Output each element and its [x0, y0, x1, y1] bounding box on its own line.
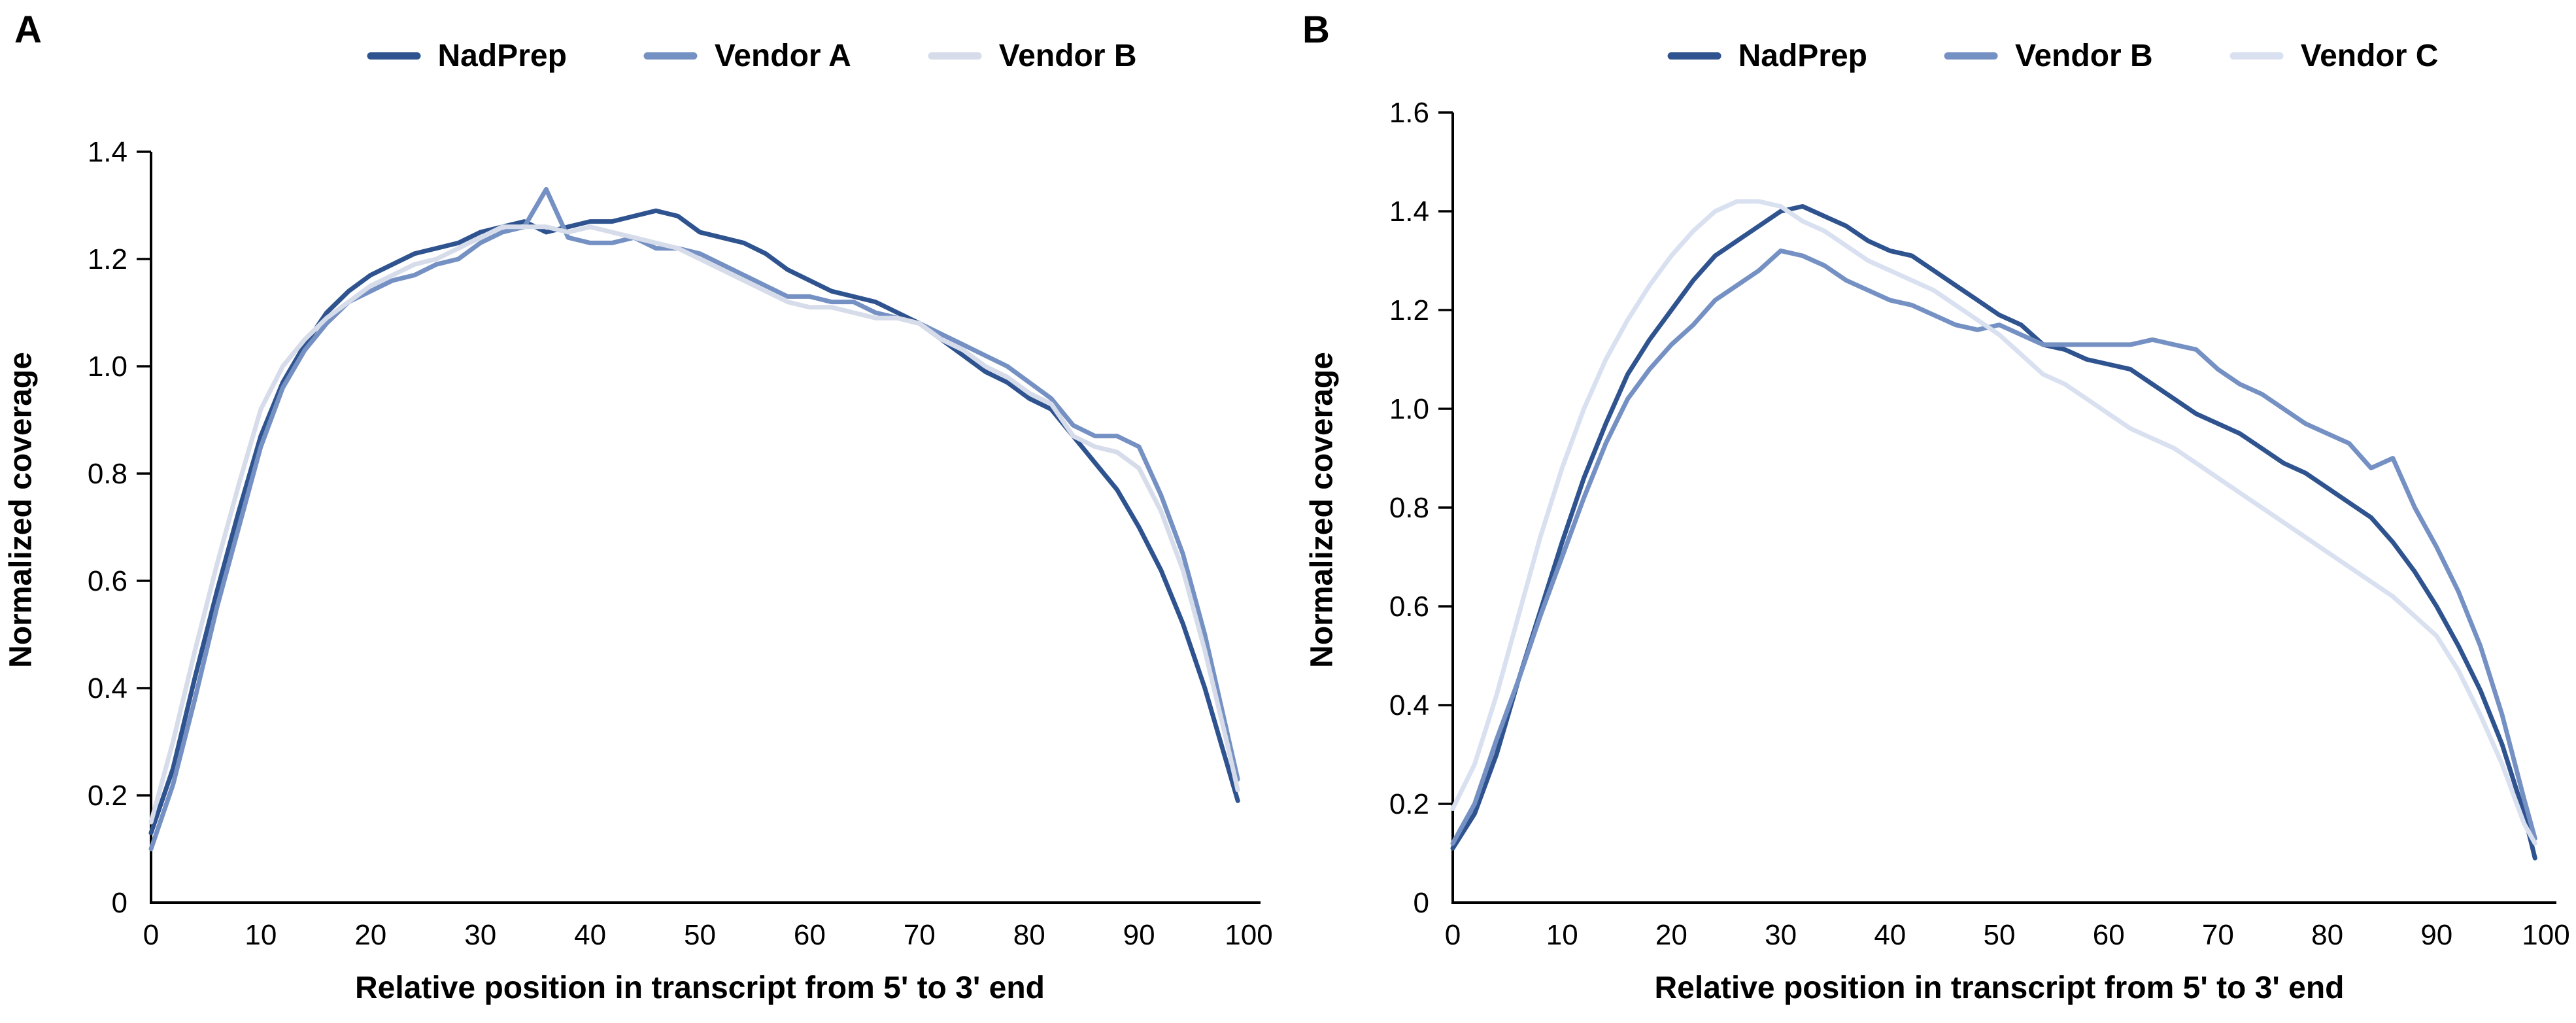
x-tick-label: 70 — [904, 919, 936, 951]
y-tick-label: 0.2 — [1389, 788, 1429, 820]
x-tick-label: 60 — [794, 919, 826, 951]
legend-label: Vendor B — [2014, 39, 2153, 73]
legend-label: NadPrep — [437, 39, 567, 73]
x-tick-label: 90 — [1123, 919, 1155, 951]
panel-b-plot: 0 0.2 0.4 0.6 0.8 1.0 1.2 1.4 1.6 0 10 20 30 40 50 60 70… — [1389, 97, 2570, 1005]
x-tick-label: 0 — [1445, 919, 1461, 951]
y-tick-label: 1.4 — [88, 136, 127, 168]
x-tick-label: 80 — [1013, 919, 1045, 951]
y-tick-label: 1.6 — [1389, 97, 1429, 129]
x-axis-title: Relative position in transcript from 5' … — [1655, 971, 2345, 1005]
x-tick-label: 80 — [2311, 919, 2343, 951]
x-tick-label: 40 — [1874, 919, 1906, 951]
legend-swatch-icon — [367, 52, 421, 60]
series-line-nadprep — [1450, 204, 2537, 861]
legend-swatch-icon — [2229, 52, 2284, 60]
x-tick-label: 100 — [2522, 919, 2569, 951]
legend-item-nadprep: NadPrep — [367, 38, 567, 74]
legend-swatch-icon — [643, 52, 698, 60]
series-line-vendor-b — [1450, 248, 2537, 846]
x-tick-label: 70 — [2202, 919, 2234, 951]
series-line-vendor-c — [1450, 199, 2537, 846]
y-tick-label: 0.6 — [88, 565, 127, 597]
x-tick-label: 90 — [2420, 919, 2452, 951]
panel-b-letter: B — [1302, 9, 1330, 51]
legend-swatch-icon — [1667, 52, 1721, 60]
legend-label: Vendor A — [714, 39, 851, 73]
series-line-nadprep — [148, 208, 1240, 835]
panel-b: B NadPrep Vendor B Vendor C Normalized cov… — [1288, 0, 2576, 1023]
x-tick-label: 30 — [1765, 919, 1797, 951]
series-line-vendor-a — [148, 186, 1240, 852]
y-tick-label: 1.2 — [1389, 294, 1429, 326]
y-tick-label: 0 — [112, 887, 127, 919]
y-tick-label: 0.6 — [1389, 591, 1429, 623]
y-tick-label: 0 — [1414, 887, 1429, 919]
panel-b-legend: NadPrep Vendor B Vendor C — [1667, 38, 2439, 74]
x-tick-label: 0 — [143, 919, 159, 951]
panel-a-plot: 0 0.2 0.4 0.6 0.8 1.0 1.2 1.4 0 10 20 30 40 50 60 70 80 9… — [88, 136, 1273, 1005]
x-tick-label: 60 — [2093, 919, 2125, 951]
y-tick-label: 0.4 — [88, 672, 127, 704]
legend-swatch-icon — [1944, 52, 1998, 60]
x-tick-label: 20 — [354, 919, 386, 951]
legend-item-vendor-c: Vendor C — [2229, 38, 2439, 74]
y-tick-label: 0.2 — [88, 780, 127, 812]
y-tick-label: 1.0 — [88, 351, 127, 383]
panel-a-letter: A — [14, 9, 42, 51]
y-tick-label: 1.4 — [1389, 196, 1429, 228]
legend-item-vendor-a: Vendor A — [643, 38, 851, 74]
series-line-vendor-b — [148, 224, 1240, 825]
x-tick-label: 10 — [1546, 919, 1578, 951]
legend-item-vendor-b: Vendor B — [1944, 38, 2153, 74]
panel-a-legend: NadPrep Vendor A Vendor B — [367, 38, 1137, 74]
y-tick-label: 1.2 — [88, 243, 127, 275]
x-tick-label: 20 — [1655, 919, 1687, 951]
x-tick-label: 40 — [574, 919, 606, 951]
x-tick-label: 30 — [464, 919, 496, 951]
x-tick-label: 100 — [1225, 919, 1272, 951]
legend-swatch-icon — [928, 52, 982, 60]
y-tick-label: 0.4 — [1389, 689, 1429, 721]
x-tick-label: 50 — [1984, 919, 2016, 951]
x-tick-label: 10 — [245, 919, 277, 951]
y-tick-label: 0.8 — [1389, 492, 1429, 524]
x-tick-label: 50 — [684, 919, 716, 951]
y-tick-label: 0.8 — [88, 458, 127, 490]
legend-item-vendor-b: Vendor B — [928, 38, 1137, 74]
legend-label: NadPrep — [1738, 39, 1867, 73]
legend-item-nadprep: NadPrep — [1667, 38, 1867, 74]
legend-label: Vendor B — [998, 39, 1137, 73]
x-axis-title: Relative position in transcript from 5' … — [355, 971, 1045, 1005]
panel-a: A NadPrep Vendor A Vendor B Normalized cov… — [4, 9, 1273, 1005]
legend-label: Vendor C — [2300, 39, 2439, 73]
y-tick-label: 1.0 — [1389, 393, 1429, 425]
